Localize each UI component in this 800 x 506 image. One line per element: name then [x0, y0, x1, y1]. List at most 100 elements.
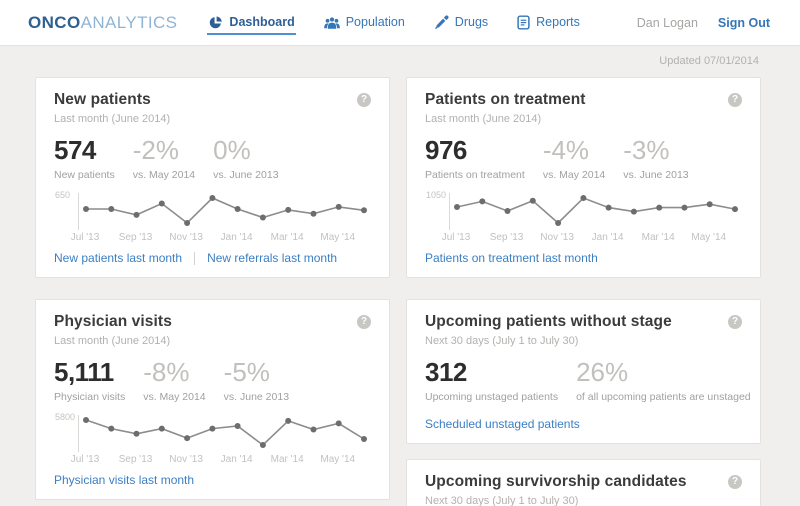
app-logo: ONCOANALYTICS: [28, 13, 177, 33]
card-patients-on-treatment: Patients on treatment Last month (June 2…: [406, 77, 761, 278]
x-tick-label: Mar '14: [270, 232, 304, 243]
link-divider: [194, 251, 196, 265]
stats-row: 574 New patients -2% vs. May 2014 0% vs.…: [54, 137, 371, 181]
stat-label: vs. June 2013: [623, 169, 689, 181]
stat-vs-prev-year: -5% vs. June 2013: [224, 359, 289, 403]
sparkline-plot: [78, 193, 371, 230]
user-area: Dan Logan Sign Out: [637, 16, 770, 30]
sparkline-new-patients: 650 Jul '13 Sep '13 Nov '13 Jan '14 Mar '14 M…: [54, 190, 371, 244]
last-updated-text: Updated 07/01/2014: [659, 55, 759, 67]
x-tick-label: Jul '13: [70, 454, 100, 465]
x-tick-label: Jan '14: [220, 232, 253, 243]
stat-primary: 574 New patients: [54, 137, 115, 181]
y-axis-max-label: 5800: [55, 412, 76, 422]
card-links: Physician visits last month: [54, 473, 371, 487]
x-tick-label: Sep '13: [489, 232, 524, 243]
link-new-patients-last-month[interactable]: New patients last month: [54, 251, 183, 265]
card-subtitle: Next 30 days (July 1 to July 30): [425, 335, 579, 347]
card-subtitle: Next 30 days (July 1 to July 30): [425, 495, 579, 506]
stat-vs-prev-month: -2% vs. May 2014: [133, 137, 195, 181]
stat-label: of all upcoming patients are unstaged: [576, 391, 751, 403]
logo-bold-text: ONCO: [28, 12, 81, 32]
x-tick-label: May '14: [320, 454, 356, 465]
stat-value: 5,111: [54, 357, 114, 387]
x-tick-label: Mar '14: [270, 454, 304, 465]
cards-grid: New patients Last month (June 2014) 574 …: [35, 77, 761, 506]
x-tick-label: May '14: [691, 232, 727, 243]
stat-label: Patients on treatment: [425, 169, 525, 181]
card-new-patients: New patients Last month (June 2014) 574 …: [35, 77, 390, 278]
user-name: Dan Logan: [636, 15, 698, 30]
x-tick-label: Nov '13: [169, 232, 203, 243]
card-links: New patients last month New referrals la…: [54, 251, 371, 265]
stat-value: 312: [425, 357, 467, 387]
stat-value: -8%: [143, 357, 190, 387]
stat-value: 574: [54, 135, 96, 165]
stats-row: 976 Patients on treatment -4% vs. May 20…: [425, 137, 742, 181]
card-title: Upcoming patients without stage: [425, 313, 672, 330]
stat-value: 0%: [213, 135, 251, 165]
help-icon[interactable]: [728, 315, 742, 329]
card-links: Patients on treatment last month: [425, 251, 742, 265]
nav-tab-drugs[interactable]: Drugs: [433, 11, 489, 35]
stat-label: vs. May 2014: [143, 391, 206, 403]
sign-out-link[interactable]: Sign Out: [717, 15, 770, 30]
people-icon: [323, 16, 340, 29]
x-axis-labels: Jul '13 Sep '13 Nov '13 Jan '14 Mar '14 May '…: [71, 452, 371, 466]
sparkline-plot: [449, 193, 742, 230]
card-links: Scheduled unstaged patients: [425, 417, 742, 431]
stat-label: Physician visits: [54, 391, 126, 403]
stat-label: vs. June 2013: [223, 391, 290, 403]
nav-label-drugs: Drugs: [454, 15, 489, 29]
stat-value: 26%: [576, 357, 629, 387]
stat-value: -4%: [542, 135, 590, 165]
left-column: New patients Last month (June 2014) 574 …: [35, 77, 390, 500]
stats-row: 5,111 Physician visits -8% vs. May 2014 …: [54, 359, 371, 403]
card-upcoming-survivorship: Upcoming survivorship candidates Next 30…: [406, 459, 761, 506]
card-upcoming-unstaged: Upcoming patients without stage Next 30 …: [406, 299, 761, 444]
link-new-referrals-last-month[interactable]: New referrals last month: [207, 251, 338, 265]
top-bar: ONCOANALYTICS Dashboard: [0, 0, 800, 46]
nav-label-dashboard: Dashboard: [229, 15, 295, 29]
stat-vs-prev-year: 0% vs. June 2013: [213, 137, 278, 181]
nav-label-population: Population: [345, 15, 405, 29]
x-tick-label: Jan '14: [591, 232, 624, 243]
help-icon[interactable]: [728, 475, 742, 489]
stat-value: -5%: [223, 357, 270, 387]
card-title: Upcoming survivorship candidates: [425, 473, 687, 490]
card-physician-visits: Physician visits Last month (June 2014) …: [35, 299, 390, 500]
x-tick-label: Sep '13: [118, 454, 153, 465]
y-axis-max-label: 1050: [426, 190, 447, 200]
stat-percent: 26% of all upcoming patients are unstage…: [576, 359, 751, 403]
stat-label: Upcoming unstaged patients: [425, 391, 559, 403]
nav-tab-population[interactable]: Population: [323, 11, 406, 34]
nav-tab-reports[interactable]: Reports: [516, 11, 581, 35]
stat-primary: 312 Upcoming unstaged patients: [425, 359, 558, 403]
x-axis-labels: Jul '13 Sep '13 Nov '13 Jan '14 Mar '14 May '…: [71, 230, 371, 244]
x-tick-label: Nov '13: [169, 454, 203, 465]
pie-chart-icon: [208, 15, 223, 30]
main-nav: Dashboard Population: [207, 0, 581, 45]
stat-primary: 976 Patients on treatment: [425, 137, 525, 181]
help-icon[interactable]: [357, 93, 371, 107]
link-patients-on-treatment-last-month[interactable]: Patients on treatment last month: [425, 251, 598, 265]
x-axis-labels: Jul '13 Sep '13 Nov '13 Jan '14 Mar '14 May '…: [442, 230, 742, 244]
card-title: Physician visits: [54, 313, 172, 330]
x-tick-label: Nov '13: [540, 232, 574, 243]
help-icon[interactable]: [728, 93, 742, 107]
card-subtitle: Last month (June 2014): [54, 113, 171, 125]
card-subtitle: Last month (June 2014): [425, 113, 542, 125]
sparkline-patients-on-treatment: 1050 Jul '13 Sep '13 Nov '13 Jan '14 Mar '14…: [425, 190, 742, 244]
link-physician-visits-last-month[interactable]: Physician visits last month: [54, 473, 195, 487]
nav-tab-dashboard[interactable]: Dashboard: [207, 11, 296, 35]
x-tick-label: Mar '14: [641, 232, 675, 243]
x-tick-label: Jul '13: [70, 232, 100, 243]
help-icon[interactable]: [357, 315, 371, 329]
x-tick-label: Sep '13: [118, 232, 153, 243]
dashboard-content: Updated 07/01/2014 New patients Last mon…: [0, 46, 800, 506]
stat-vs-prev-year: -3% vs. June 2013: [623, 137, 688, 181]
y-axis-max-label: 650: [55, 190, 71, 200]
stat-value: -3%: [623, 135, 670, 165]
link-scheduled-unstaged-patients[interactable]: Scheduled unstaged patients: [425, 417, 580, 431]
document-icon: [517, 14, 530, 30]
